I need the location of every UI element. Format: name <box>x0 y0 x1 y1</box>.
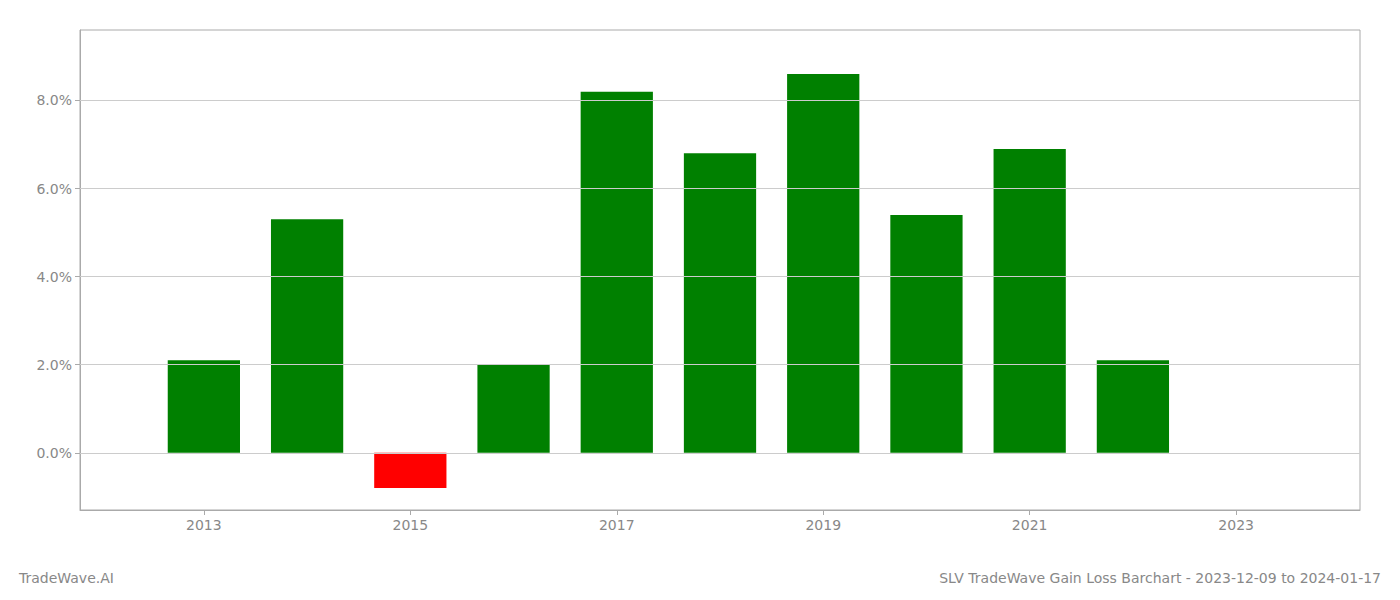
svg-text:SLV TradeWave Gain Loss Barcha: SLV TradeWave Gain Loss Barchart - 2023-… <box>939 570 1381 586</box>
svg-text:0.0%: 0.0% <box>36 445 72 461</box>
svg-text:2.0%: 2.0% <box>36 357 72 373</box>
svg-text:2021: 2021 <box>1012 517 1048 533</box>
svg-text:4.0%: 4.0% <box>36 269 72 285</box>
svg-text:2023: 2023 <box>1218 517 1254 533</box>
svg-text:2015: 2015 <box>393 517 429 533</box>
svg-text:6.0%: 6.0% <box>36 181 72 197</box>
svg-text:8.0%: 8.0% <box>36 92 72 108</box>
svg-text:2017: 2017 <box>599 517 635 533</box>
svg-text:TradeWave.AI: TradeWave.AI <box>18 570 114 586</box>
svg-text:2013: 2013 <box>186 517 222 533</box>
svg-text:2019: 2019 <box>805 517 841 533</box>
